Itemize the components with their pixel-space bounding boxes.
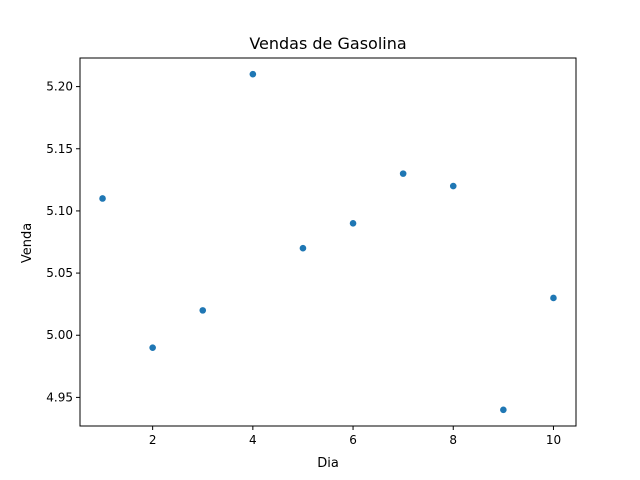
data-point xyxy=(199,307,207,314)
plot-frame xyxy=(79,57,577,427)
y-tick-label: 5.10 xyxy=(46,204,73,218)
x-tick-label: 6 xyxy=(349,433,357,447)
data-point xyxy=(399,170,407,177)
data-point xyxy=(449,182,457,190)
x-axis-label: Dia xyxy=(317,456,339,471)
data-point xyxy=(99,195,106,202)
x-tick-label: 10 xyxy=(546,433,561,447)
data-point xyxy=(149,344,156,351)
data-point xyxy=(500,406,507,414)
y-axis-ticks: 4.95 5.00 5.05 5.10 5.15 5.20 xyxy=(46,80,80,404)
y-tick-label: 5.00 xyxy=(46,328,73,342)
y-tick-label: 5.15 xyxy=(46,142,73,156)
x-tick-label: 8 xyxy=(449,433,457,447)
x-axis-ticks: 2 4 6 8 10 xyxy=(149,426,561,447)
y-tick-label: 5.05 xyxy=(46,266,73,280)
x-tick-label: 2 xyxy=(149,433,157,447)
y-tick-label: 4.95 xyxy=(46,390,73,404)
chart-title: Vendas de Gasolina xyxy=(249,34,406,53)
data-point xyxy=(299,244,307,252)
data-point xyxy=(550,294,557,302)
x-tick-label: 4 xyxy=(249,433,257,447)
y-tick-label: 5.20 xyxy=(46,80,73,94)
data-point xyxy=(349,220,357,227)
y-axis-label: Venda xyxy=(20,223,35,263)
data-points xyxy=(99,70,557,414)
data-point xyxy=(249,70,257,78)
